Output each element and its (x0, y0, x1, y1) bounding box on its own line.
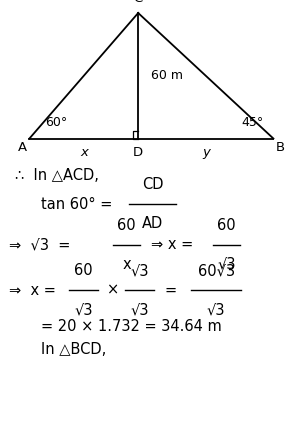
Text: A: A (17, 141, 27, 154)
Text: √3: √3 (207, 302, 225, 317)
Text: D: D (133, 146, 143, 159)
Text: 60: 60 (74, 263, 93, 278)
Text: y: y (202, 146, 210, 159)
Text: ∴  In △ACD,: ∴ In △ACD, (15, 168, 98, 183)
Text: In △BCD,: In △BCD, (41, 342, 106, 357)
Text: ×: × (107, 283, 120, 297)
Text: AD: AD (142, 216, 163, 232)
Text: C: C (133, 0, 143, 5)
Text: ⇒  x =: ⇒ x = (9, 283, 56, 297)
Text: √3: √3 (131, 302, 149, 317)
Text: B: B (276, 141, 285, 154)
Text: 60°: 60° (46, 116, 68, 129)
Text: 60√3: 60√3 (198, 263, 235, 278)
Text: = 20 × 1.732 = 34.64 m: = 20 × 1.732 = 34.64 m (41, 320, 222, 334)
Text: √3: √3 (75, 302, 93, 317)
Text: 60 m: 60 m (151, 69, 183, 82)
Text: x: x (80, 146, 88, 159)
Text: 45°: 45° (241, 116, 263, 129)
Text: tan 60° =: tan 60° = (41, 197, 113, 212)
Text: 60: 60 (217, 217, 236, 233)
Text: =: = (164, 283, 176, 297)
Text: 60: 60 (117, 217, 136, 233)
Text: ⇒  √3  =: ⇒ √3 = (9, 237, 70, 252)
Text: √3: √3 (217, 257, 235, 272)
Text: ⇒ x =: ⇒ x = (151, 237, 194, 252)
Text: CD: CD (142, 177, 164, 192)
Text: √3: √3 (131, 263, 149, 278)
Text: x: x (122, 257, 131, 272)
